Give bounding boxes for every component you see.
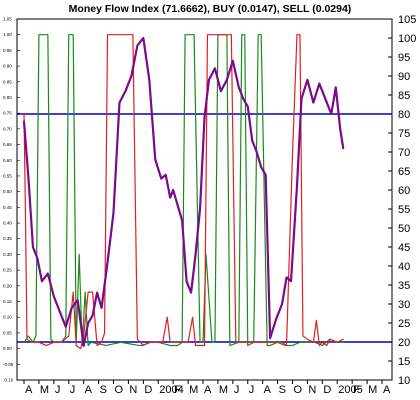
left-tick-label: 0.15	[3, 299, 12, 304]
x-tick-label: 2005	[338, 384, 362, 396]
left-tick-label: 0.50	[3, 189, 12, 194]
x-tick-label: M	[40, 384, 49, 396]
right-tick-label: 100	[398, 33, 416, 45]
right-tick-label: 75	[398, 128, 410, 140]
left-tick-label: -0.10	[3, 378, 14, 383]
right-tick-label: 80	[398, 109, 410, 121]
left-tick-label: 0.35	[3, 236, 12, 241]
right-tick-label: 105	[398, 14, 416, 26]
x-tick-label: O	[294, 384, 303, 396]
x-tick-label: A	[264, 384, 272, 396]
series-line-2	[23, 34, 344, 350]
x-tick-label: M	[368, 384, 377, 396]
right-tick-label: 30	[398, 299, 410, 311]
left-tick-label: 0.75	[3, 111, 12, 116]
x-tick-label: 2004	[159, 384, 183, 396]
left-tick-label: 0.10	[3, 315, 12, 320]
x-tick-label: O	[115, 384, 124, 396]
x-tick-label: J	[249, 384, 255, 396]
left-tick-label: -0.05	[3, 362, 14, 367]
left-tick-label: 0.65	[3, 142, 12, 147]
x-tick-label: D	[144, 384, 152, 396]
series-line-3	[23, 34, 344, 347]
x-tick-label: S	[279, 384, 286, 396]
x-tick-label: A	[383, 384, 391, 396]
x-tick-label: S	[100, 384, 107, 396]
left-tick-label: 0.20	[3, 283, 12, 288]
right-tick-label: 85	[398, 90, 410, 102]
x-tick-label: D	[323, 384, 331, 396]
x-tick-label: N	[308, 384, 316, 396]
x-tick-label: M	[189, 384, 198, 396]
left-tick-label: 0.00	[3, 346, 12, 351]
right-tick-label: 35	[398, 280, 410, 292]
left-tick-label: 1.05	[3, 17, 12, 22]
x-tick-label: A	[85, 384, 93, 396]
right-tick-label: 60	[398, 185, 410, 197]
right-tick-label: 40	[398, 261, 410, 273]
right-tick-label: 50	[398, 223, 410, 235]
x-tick-label: M	[219, 384, 228, 396]
right-tick-label: 25	[398, 318, 410, 330]
right-tick-label: 15	[398, 356, 410, 368]
left-tick-label: 0.30	[3, 252, 12, 257]
left-tick-label: 0.95	[3, 48, 12, 53]
left-axis-ticks: -0.10 -0.05 0.00 0.05 0.10 0.15 0.20 0.25 0.30 0.…	[3, 17, 20, 383]
x-tick-label: J	[234, 384, 240, 396]
left-tick-label: 0.90	[3, 64, 12, 69]
right-tick-label: 45	[398, 242, 410, 254]
left-tick-label: 0.80	[3, 95, 12, 100]
right-tick-label: 65	[398, 166, 410, 178]
right-tick-label: 55	[398, 204, 410, 216]
chart-title: Money Flow Index (71.6662), BUY (0.0147)…	[69, 3, 352, 15]
x-tick-label: N	[129, 384, 137, 396]
x-tick-label: A	[204, 384, 212, 396]
plot-frame	[16, 18, 393, 381]
left-tick-label: 0.60	[3, 158, 12, 163]
left-tick-label: 0.45	[3, 205, 12, 210]
x-tick-label: F	[174, 384, 181, 396]
left-tick-label: 1.00	[3, 32, 12, 37]
right-tick-label: 10	[398, 375, 410, 387]
left-tick-label: 0.40	[3, 221, 12, 226]
left-tick-label: 0.55	[3, 173, 12, 178]
left-tick-label: 0.70	[3, 126, 12, 131]
x-tick-label: F	[353, 384, 360, 396]
right-tick-label: 20	[398, 337, 410, 349]
right-tick-label: 90	[398, 71, 410, 83]
right-axis-ticks: 10 15 20 25 30 35 40 45 50 55 60 65 70 75 80 85 90 95 100 1…	[388, 14, 416, 387]
right-tick-label: 70	[398, 147, 410, 159]
right-tick-label: 95	[398, 52, 410, 64]
left-tick-label: 0.25	[3, 268, 12, 273]
x-tick-label: A	[25, 384, 33, 396]
series-lines	[22, 34, 345, 350]
x-tick-label: J	[70, 384, 76, 396]
series-line-1	[22, 36, 345, 347]
left-tick-label: 0.05	[3, 330, 12, 335]
left-tick-label: 0.85	[3, 79, 12, 84]
x-tick-label: J	[55, 384, 61, 396]
